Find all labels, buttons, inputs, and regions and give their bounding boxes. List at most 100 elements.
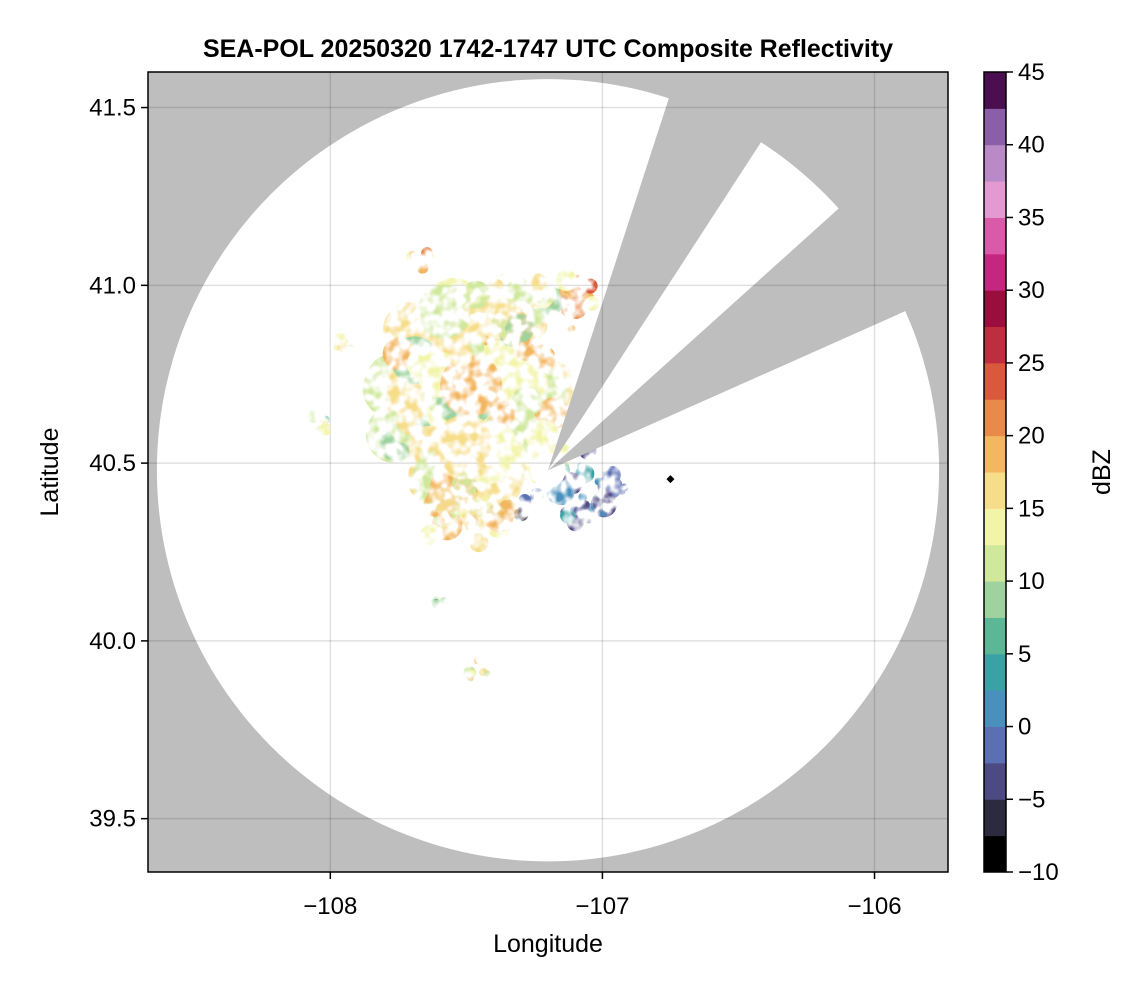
colorbar-swatch xyxy=(984,835,1006,873)
colorbar-swatch xyxy=(984,690,1006,728)
echo-pixel xyxy=(578,492,588,502)
echo-pixel xyxy=(488,400,516,428)
y-tick-label: 39.5 xyxy=(89,806,136,833)
colorbar-swatch xyxy=(984,799,1006,837)
echo-west-cells xyxy=(333,332,355,354)
echo-pixel xyxy=(577,462,585,471)
echo-pixel xyxy=(580,500,591,511)
colorbar-tick-label: −10 xyxy=(1018,859,1059,886)
y-axis: 39.5 40.0 40.5 41.0 41.5 xyxy=(89,95,148,833)
x-tick-label: −108 xyxy=(303,893,357,920)
blanked-sector-north xyxy=(548,72,807,471)
echo-pixel xyxy=(511,386,542,417)
echo-southern-speck xyxy=(430,595,449,609)
colorbar-swatch xyxy=(984,726,1006,764)
echo-pixel xyxy=(467,515,479,527)
colorbar-frame xyxy=(983,71,1007,873)
colorbar-tick-label: −5 xyxy=(1018,786,1045,813)
y-tick-label: 41.5 xyxy=(89,95,136,122)
echo-pixel xyxy=(433,414,499,480)
echo-far-west-cell xyxy=(306,410,332,436)
echo-pixel xyxy=(567,324,576,333)
colorbar-swatch xyxy=(984,581,1006,618)
colorbar-tick-label: 5 xyxy=(1018,641,1031,668)
colorbar-swatch xyxy=(984,326,1006,364)
echo-pixel xyxy=(417,284,472,339)
colorbar-tick-label: 30 xyxy=(1018,277,1045,304)
colorbar-swatch xyxy=(984,108,1006,146)
echo-pixel xyxy=(438,510,453,525)
colorbar-swatch xyxy=(984,217,1006,255)
colorbar-swatch xyxy=(984,399,1006,437)
colorbar-tick-label: 25 xyxy=(1018,350,1045,377)
colorbar-swatch xyxy=(984,290,1006,328)
echo-pixel xyxy=(448,343,473,367)
echo-pixel xyxy=(505,313,535,343)
echo-pixel xyxy=(345,344,355,354)
echo-pixel xyxy=(393,385,430,422)
colorbar: −10 −5 0 5 10 15 20 25 30 35 40 45 xyxy=(983,59,1059,886)
colorbar-swatch xyxy=(984,72,1006,109)
x-axis-label: Longitude xyxy=(493,930,603,958)
echo-southern-cell xyxy=(463,656,491,682)
x-tick-label: −106 xyxy=(847,893,901,920)
echo-pixel xyxy=(462,280,491,309)
echo-pixel xyxy=(455,503,467,515)
colorbar-swatch xyxy=(984,181,1006,218)
colorbar-swatch xyxy=(984,653,1006,691)
colorbar-ticks: −10 −5 0 5 10 15 20 25 30 35 40 45 xyxy=(1006,59,1059,886)
colorbar-tick-label: 0 xyxy=(1018,714,1031,741)
echo-pixel xyxy=(592,494,611,512)
colorbar-swatch xyxy=(984,253,1006,291)
echo-pixel xyxy=(582,512,594,524)
echo-pixel xyxy=(584,296,600,311)
colorbar-swatches xyxy=(984,72,1006,873)
echo-pixel xyxy=(381,403,391,414)
echo-pixel xyxy=(407,347,441,381)
y-tick-label: 41.0 xyxy=(89,272,136,299)
echo-pixel xyxy=(594,477,603,486)
echo-pixel xyxy=(415,259,425,269)
echo-pixel xyxy=(555,269,578,292)
x-tick-label: −107 xyxy=(575,893,629,920)
echo-pixel xyxy=(382,337,415,370)
echo-pixel xyxy=(560,507,576,524)
echo-pixel xyxy=(578,441,597,460)
echo-pixel xyxy=(467,675,474,682)
colorbar-swatch xyxy=(984,472,1006,509)
y-tick-label: 40.5 xyxy=(89,450,136,477)
echo-pixel xyxy=(319,422,332,436)
echo-pixel xyxy=(473,656,482,665)
y-tick-label: 40.0 xyxy=(89,628,136,655)
reflectivity-echoes xyxy=(306,247,629,682)
colorbar-swatch xyxy=(984,508,1006,546)
echo-pixel xyxy=(336,341,348,352)
echo-pixel xyxy=(525,419,560,455)
chart-title: SEA-POL 20250320 1742-1747 UTC Composite… xyxy=(203,35,893,63)
echo-pixel xyxy=(421,247,433,259)
echo-pixel xyxy=(469,533,489,553)
echo-north-east-cell xyxy=(555,269,600,333)
echo-pixel xyxy=(505,278,535,308)
echo-pixel xyxy=(487,278,505,296)
colorbar-swatch xyxy=(984,435,1006,473)
echo-pixel xyxy=(582,278,598,294)
echo-pixel xyxy=(599,509,608,517)
echo-pixel xyxy=(432,599,441,609)
echo-north-cells xyxy=(460,268,565,347)
echo-pixel xyxy=(409,250,417,258)
colorbar-swatch xyxy=(984,544,1006,582)
echo-pixel xyxy=(559,295,568,304)
echo-pixel xyxy=(527,273,548,293)
colorbar-swatch xyxy=(984,362,1006,400)
echo-pixel xyxy=(549,480,575,506)
echo-pixel xyxy=(602,465,621,485)
colorbar-tick-label: 20 xyxy=(1018,423,1045,450)
colorbar-tick-label: 10 xyxy=(1018,568,1045,595)
echo-pixel xyxy=(561,303,574,317)
colorbar-label: dBZ xyxy=(1088,449,1116,495)
colorbar-tick-label: 45 xyxy=(1018,59,1045,86)
plot-area xyxy=(147,71,949,873)
echo-pixel xyxy=(440,596,449,606)
